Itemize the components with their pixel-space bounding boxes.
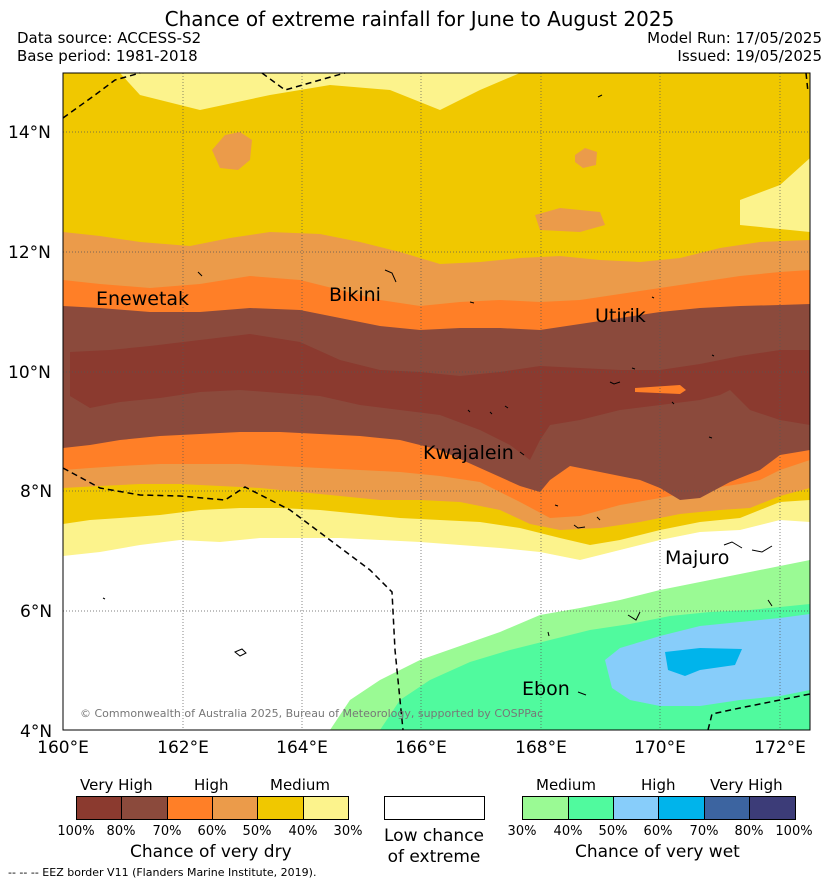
- lat-label-14n: 14°N: [8, 123, 51, 143]
- eez-border-note: -- -- -- EEZ border V11 (Flanders Marine…: [8, 866, 317, 879]
- dry-cat-high: High: [194, 776, 229, 794]
- dry-tick-60: 60%: [197, 824, 227, 839]
- wet-tick-50: 50%: [598, 824, 628, 839]
- wet-tick-40: 40%: [553, 824, 583, 839]
- place-bikini: Bikini: [329, 284, 381, 306]
- wet-tick-100: 100%: [775, 824, 813, 839]
- wet-swatch-60-70: [658, 796, 705, 820]
- dry-legend-title: Chance of very dry: [130, 842, 292, 862]
- dry-60-50-spot-2: [575, 148, 597, 168]
- place-kwajalein: Kwajalein: [423, 442, 514, 464]
- place-utirik: Utirik: [595, 305, 646, 327]
- dry-tick-30: 30%: [333, 824, 363, 839]
- wet-legend-title: Chance of very wet: [575, 842, 740, 862]
- low-chance-swatch: [384, 796, 485, 820]
- dry-70-60-streak: [635, 385, 686, 394]
- dry-swatch-80-70: [121, 796, 168, 820]
- island-outlines: [102, 94, 773, 696]
- dry-swatch-100-80: [76, 796, 122, 820]
- dry-tick-70: 70%: [152, 824, 182, 839]
- dry-80-70-spot: [678, 458, 695, 492]
- place-ebon: Ebon: [522, 678, 570, 700]
- lon-label-166e: 166°E: [395, 738, 447, 758]
- base-period-label: Base period: 1981-2018: [17, 47, 198, 65]
- wet-cat-medium: Medium: [536, 776, 596, 794]
- rainfall-map: 14°N 12°N 10°N 8°N 6°N 4°N 160°E 162°E 1…: [8, 72, 811, 758]
- wet-tick-80: 80%: [734, 824, 764, 839]
- copyright-notice: © Commonwealth of Australia 2025, Bureau…: [80, 707, 543, 720]
- latitude-axis: 14°N 12°N 10°N 8°N 6°N 4°N: [8, 123, 52, 742]
- lon-label-162e: 162°E: [157, 738, 209, 758]
- wet-tick-60: 60%: [643, 824, 673, 839]
- dry-tick-50: 50%: [242, 824, 272, 839]
- dry-swatch-50-40: [257, 796, 304, 820]
- wet-swatch-80-100: [749, 796, 796, 820]
- low-chance-label: Low chance of extreme: [384, 826, 484, 867]
- lat-label-12n: 12°N: [8, 243, 51, 263]
- wet-swatch-70-80: [704, 796, 750, 820]
- lon-label-170e: 170°E: [634, 738, 686, 758]
- dry-swatch-60-50: [212, 796, 258, 820]
- map-fields: [63, 73, 810, 730]
- wet-swatch-30-40: [522, 796, 569, 820]
- wet-cat-high: High: [641, 776, 676, 794]
- place-majuro: Majuro: [665, 547, 729, 569]
- model-run-label: Model Run: 17/05/2025: [647, 29, 822, 47]
- lat-label-8n: 8°N: [20, 482, 52, 502]
- issued-label: Issued: 19/05/2025: [677, 47, 822, 65]
- map-frame: [62, 72, 811, 731]
- dry-tick-40: 40%: [288, 824, 318, 839]
- lon-label-164e: 164°E: [276, 738, 328, 758]
- lat-label-4n: 4°N: [20, 722, 52, 742]
- wet-cat-very-high: Very High: [710, 776, 783, 794]
- dry-swatch-40-30: [303, 796, 349, 820]
- wet-swatch-50-60: [613, 796, 659, 820]
- eez-border: [62, 72, 811, 731]
- place-enewetak: Enewetak: [96, 288, 189, 310]
- dry-cat-very-high: Very High: [80, 776, 153, 794]
- lat-label-10n: 10°N: [8, 363, 51, 383]
- dry-60-50-spot: [212, 132, 252, 170]
- lat-label-6n: 6°N: [20, 602, 52, 622]
- map-title: Chance of extreme rainfall for June to A…: [164, 7, 675, 31]
- dry-tick-80: 80%: [106, 824, 136, 839]
- dry-cat-medium: Medium: [270, 776, 330, 794]
- dry-swatch-70-60: [167, 796, 213, 820]
- wet-60-70-region: [665, 648, 742, 676]
- longitude-axis: 160°E 162°E 164°E 166°E 168°E 170°E 172°…: [37, 738, 806, 758]
- dry-60-50-spot-3: [535, 208, 605, 232]
- wet-swatch-40-50: [568, 796, 614, 820]
- lon-label-168e: 168°E: [515, 738, 567, 758]
- lon-label-160e: 160°E: [37, 738, 89, 758]
- lon-label-172e: 172°E: [754, 738, 806, 758]
- dry-tick-100: 100%: [57, 824, 95, 839]
- dry-100-80-region: [70, 334, 810, 460]
- data-source-label: Data source: ACCESS-S2: [17, 29, 202, 47]
- wet-tick-30: 30%: [507, 824, 537, 839]
- wet-tick-70: 70%: [689, 824, 719, 839]
